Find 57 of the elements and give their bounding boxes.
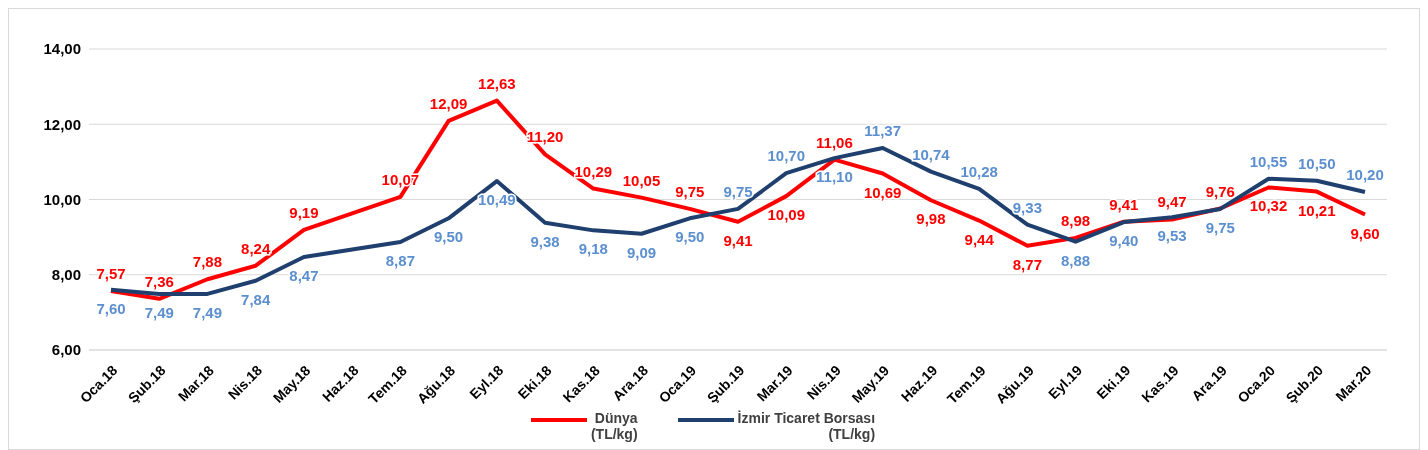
data-label: 9,53: [1157, 227, 1187, 245]
data-label: 8,88: [1061, 251, 1091, 269]
data-label: 11,10: [816, 168, 853, 186]
data-label: 10,55: [1249, 152, 1288, 170]
data-label: 9,33: [1012, 198, 1042, 216]
data-label: 9,50: [675, 228, 705, 246]
data-label: 9,09: [626, 243, 657, 261]
y-tick-label: 12,00: [43, 115, 81, 133]
data-label: 9,60: [1350, 224, 1380, 242]
y-tick-label: 6,00: [51, 341, 81, 359]
data-label: 7,49: [192, 303, 223, 321]
data-label: 7,60: [96, 299, 126, 317]
legend-label: İzmir Ticaret Borsası (TL/kg): [737, 410, 876, 442]
data-label: 9,41: [723, 231, 753, 249]
data-label: 9,75: [723, 182, 753, 200]
data-label: 9,75: [675, 182, 705, 200]
data-label: 10,05: [622, 171, 661, 189]
data-label: 10,28: [960, 162, 998, 180]
data-label: 8,77: [1012, 255, 1042, 273]
y-tick-label: 10,00: [43, 190, 81, 208]
data-label: 7,49: [144, 303, 174, 321]
data-label: 10,20: [1346, 165, 1384, 183]
data-label: 11,37: [864, 121, 902, 139]
data-label: 10,29: [574, 162, 613, 180]
data-label: 9,38: [530, 232, 560, 250]
data-label: 10,74: [912, 145, 951, 163]
data-label: 10,70: [767, 147, 805, 165]
data-label: 9,50: [434, 228, 464, 246]
data-label: 9,44: [964, 230, 995, 248]
data-label: 8,47: [289, 267, 319, 285]
data-label: 11,06: [816, 133, 853, 151]
data-label: 9,75: [1205, 218, 1235, 236]
y-tick-label: 14,00: [43, 40, 81, 58]
data-label: 9,19: [289, 203, 319, 221]
data-label: 12,09: [429, 94, 468, 112]
data-label: 9,76: [1205, 182, 1235, 200]
data-label: 9,18: [578, 240, 608, 258]
data-label: 10,49: [478, 191, 516, 209]
legend-label: Dünya (TL/kg): [590, 410, 638, 442]
data-label: 10,69: [863, 183, 902, 201]
data-label: 7,88: [192, 253, 223, 271]
data-label: 8,24: [241, 239, 271, 257]
data-label: 9,41: [1109, 195, 1139, 213]
data-label: 7,36: [144, 272, 174, 290]
data-label: 10,50: [1298, 154, 1336, 172]
data-label: 9,98: [916, 210, 946, 228]
data-label: 10,21: [1298, 201, 1336, 219]
data-label: 9,47: [1157, 193, 1187, 211]
data-label: 7,84: [241, 290, 271, 308]
data-label: 7,57: [96, 264, 126, 282]
data-label: 10,09: [767, 206, 805, 224]
data-label: 10,32: [1249, 197, 1288, 215]
data-label: 8,98: [1061, 211, 1091, 229]
data-label: 12,63: [478, 74, 516, 92]
y-tick-label: 8,00: [51, 266, 81, 284]
data-label: 9,40: [1109, 232, 1139, 250]
data-label: 8,87: [385, 252, 415, 270]
